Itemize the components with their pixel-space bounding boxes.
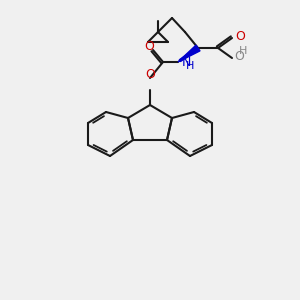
Text: O: O: [144, 40, 154, 53]
Text: O: O: [235, 31, 245, 44]
Text: H: H: [239, 46, 247, 56]
Text: H: H: [186, 61, 194, 71]
Text: O: O: [145, 68, 155, 80]
Polygon shape: [178, 45, 200, 62]
Text: O: O: [234, 50, 244, 62]
Text: N: N: [182, 56, 191, 68]
